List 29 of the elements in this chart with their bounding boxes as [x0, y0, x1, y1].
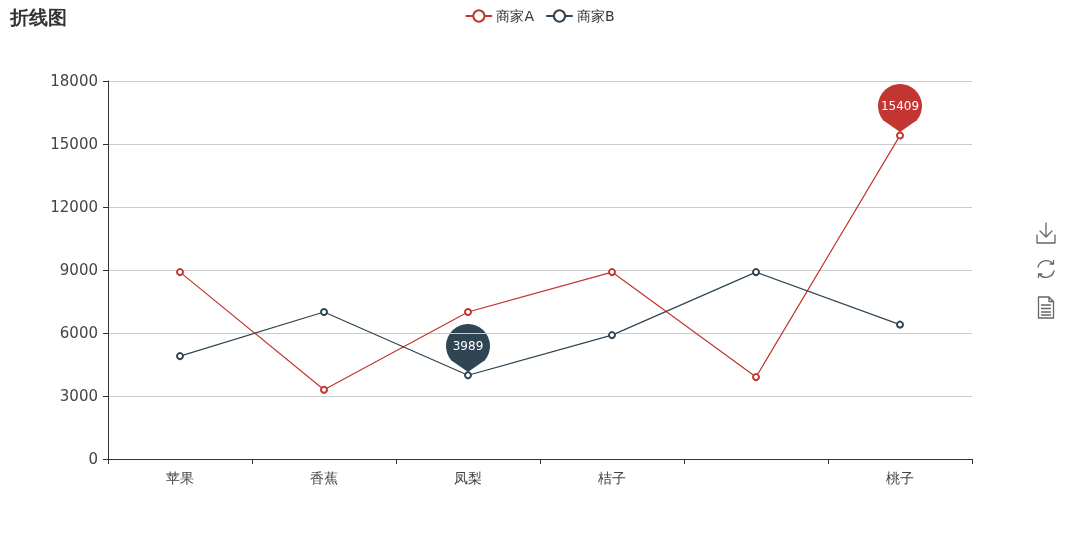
y-tick-label: 3000	[59, 387, 98, 405]
chart-title: 折线图	[9, 5, 67, 28]
y-tick-label: 12000	[50, 198, 98, 216]
y-tick-label: 0	[88, 450, 98, 468]
x-tick-label: 桃子	[886, 470, 914, 486]
point	[320, 308, 328, 316]
legend-label: 商家B	[576, 8, 615, 24]
y-tick-label: 18000	[50, 72, 98, 90]
point	[464, 371, 472, 380]
y-tick-label: 15000	[50, 135, 98, 153]
x-tick-label: 苹果	[166, 470, 194, 486]
point	[320, 385, 328, 394]
point	[752, 373, 760, 382]
legend-label: 商家A	[496, 8, 535, 24]
y-tick-label: 9000	[59, 261, 98, 279]
point	[896, 320, 904, 329]
x-tick-label: 香蕉	[310, 470, 338, 486]
point	[176, 268, 184, 277]
x-tick-label: 桔子	[597, 470, 626, 486]
point	[608, 331, 616, 340]
data-label: 15409	[880, 99, 920, 114]
point	[752, 268, 760, 277]
data-label: 3989	[452, 339, 484, 354]
x-tick-label: 凤梨	[454, 470, 482, 486]
point	[176, 352, 184, 361]
point	[608, 268, 616, 277]
y-tick-label: 6000	[59, 324, 98, 342]
point	[464, 308, 472, 316]
point	[896, 131, 904, 140]
